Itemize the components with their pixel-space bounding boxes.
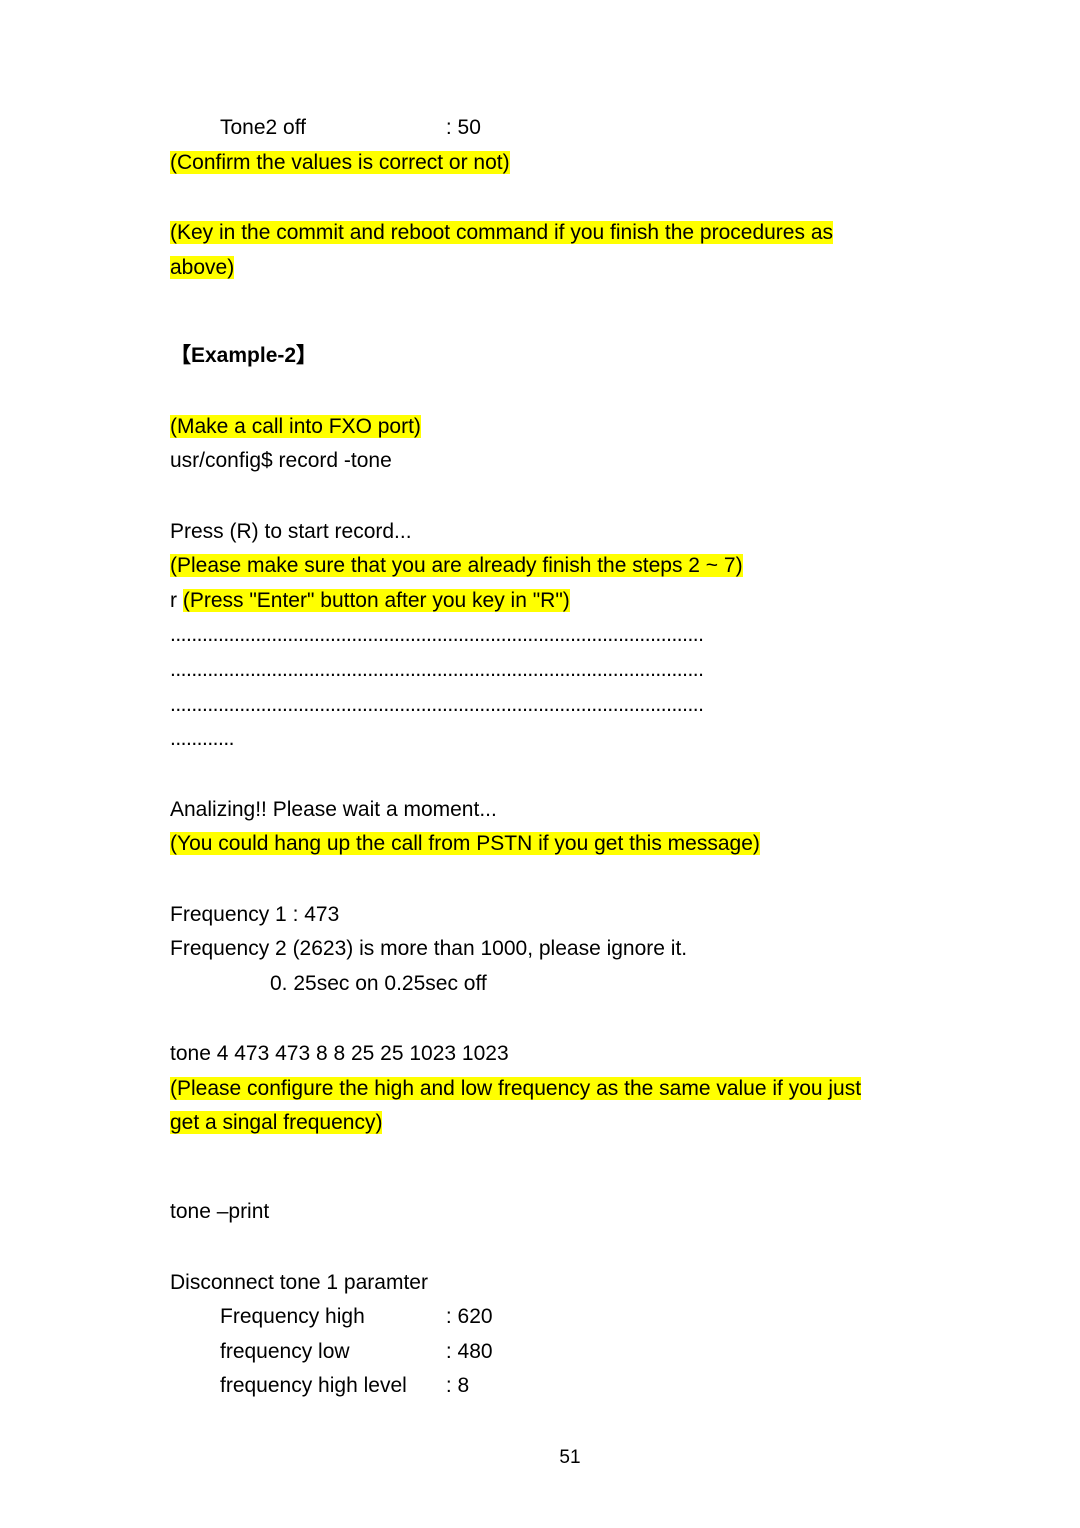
config-note-text2: get a singal frequency)	[170, 1111, 382, 1134]
reboot-note-line1: (Key in the commit and reboot command if…	[170, 217, 970, 250]
dots-line-3: ........................................…	[170, 689, 970, 722]
freq-high-label: Frequency high	[220, 1301, 440, 1334]
example-heading: 【Example-2】	[170, 340, 970, 373]
document-page: Tone2 off : 50 (Confirm the values is co…	[0, 0, 1080, 1512]
table-row: frequency high level : 8	[170, 1370, 970, 1403]
r-line: r (Press "Enter" button after you key in…	[170, 585, 970, 618]
hangup-text: (You could hang up the call from PSTN if…	[170, 832, 760, 855]
freq-high-value: : 620	[446, 1305, 493, 1328]
freq-low-label: frequency low	[220, 1336, 440, 1369]
tone2-off-label: Tone2 off	[220, 112, 440, 145]
record-command: usr/config$ record -tone	[170, 445, 970, 478]
dots-line-4: ............	[170, 723, 970, 756]
hangup-note: (You could hang up the call from PSTN if…	[170, 828, 970, 861]
page-number: 51	[170, 1443, 970, 1472]
reboot-note-text2: above)	[170, 256, 234, 279]
tone-print-line: tone –print	[170, 1196, 970, 1229]
please-sure-line: (Please make sure that you are already f…	[170, 550, 970, 583]
tone-cmd-line: tone 4 473 473 8 8 25 25 1023 1023	[170, 1038, 970, 1071]
freq-high-level-value: : 8	[446, 1374, 469, 1397]
confirm-note: (Confirm the values is correct or not)	[170, 147, 970, 180]
disc-tone-header: Disconnect tone 1 paramter	[170, 1267, 970, 1300]
config-note-line2: get a singal frequency)	[170, 1107, 970, 1140]
reboot-note-line2: above)	[170, 252, 970, 285]
table-row: Frequency high : 620	[170, 1301, 970, 1334]
please-sure-text: (Please make sure that you are already f…	[170, 554, 743, 577]
config-note-text1: (Please configure the high and low frequ…	[170, 1077, 861, 1100]
confirm-note-text: (Confirm the values is correct or not)	[170, 151, 510, 174]
freq2-line: Frequency 2 (2623) is more than 1000, pl…	[170, 933, 970, 966]
dots-line-1: ........................................…	[170, 619, 970, 652]
tone2-off-value: : 50	[446, 116, 481, 139]
table-row: frequency low : 480	[170, 1336, 970, 1369]
r-prefix: r	[170, 589, 183, 612]
make-call-text: (Make a call into FXO port)	[170, 415, 421, 438]
config-note-line1: (Please configure the high and low frequ…	[170, 1073, 970, 1106]
freq-high-level-label: frequency high level	[220, 1370, 440, 1403]
reboot-note-text1: (Key in the commit and reboot command if…	[170, 221, 833, 244]
press-r-line: Press (R) to start record...	[170, 516, 970, 549]
timing-line: 0. 25sec on 0.25sec off	[170, 968, 970, 1001]
tone2-off-line: Tone2 off : 50	[170, 112, 970, 145]
dots-line-2: ........................................…	[170, 654, 970, 687]
freq1-line: Frequency 1 : 473	[170, 899, 970, 932]
make-call-note: (Make a call into FXO port)	[170, 411, 970, 444]
press-enter-text: (Press "Enter" button after you key in "…	[183, 589, 570, 612]
freq-low-value: : 480	[446, 1340, 493, 1363]
analizing-line: Analizing!! Please wait a moment...	[170, 794, 970, 827]
